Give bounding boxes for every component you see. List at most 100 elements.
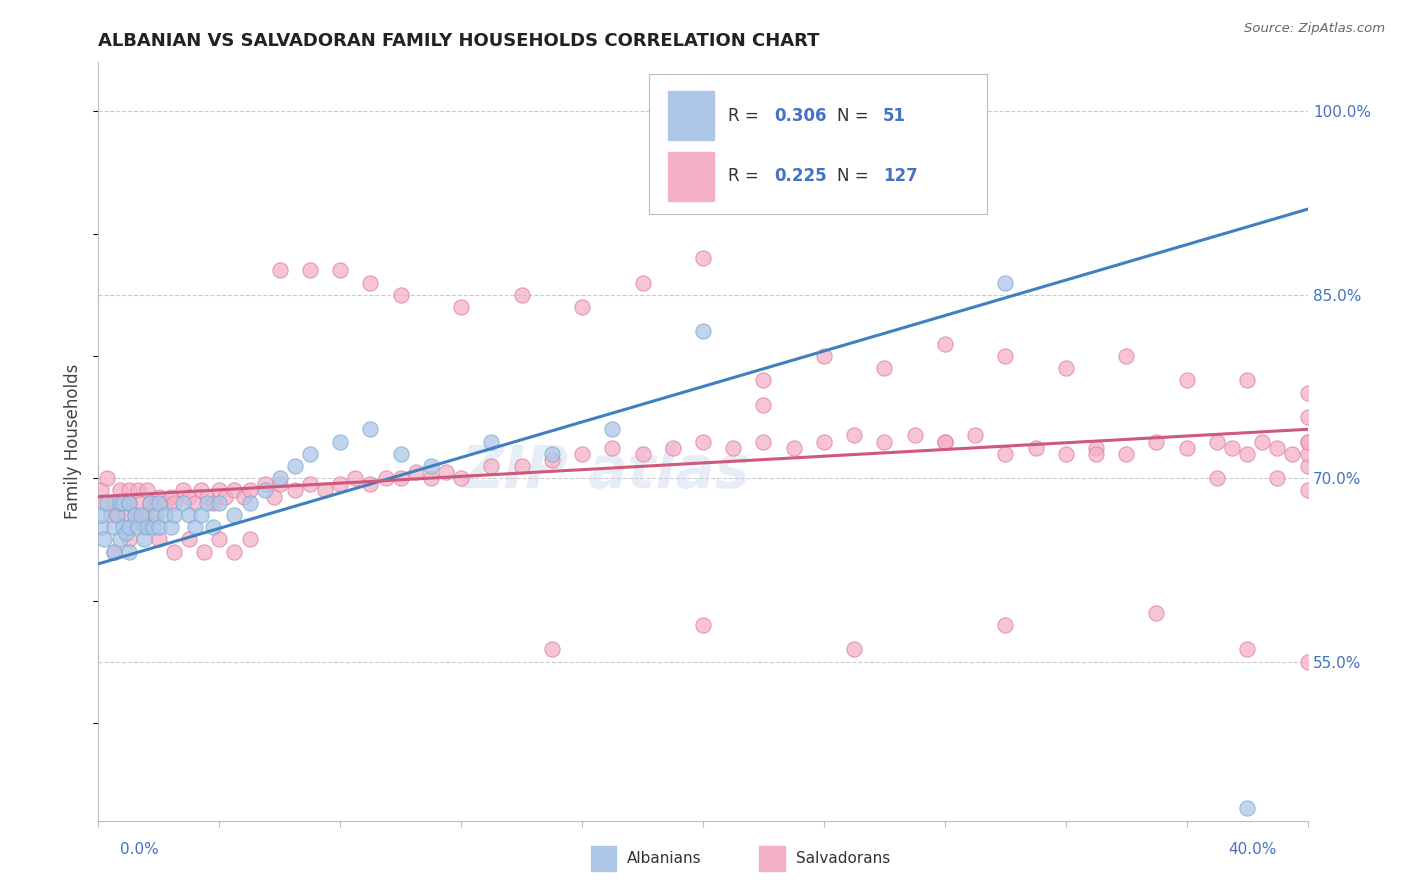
Point [148,490,170,504]
Point [208,496,231,510]
Point [239,533,262,547]
Point [1144,434,1167,449]
Point [1236,447,1258,461]
Point [163,508,186,522]
Point [1085,447,1108,461]
Point [172,483,194,498]
Point [269,263,291,277]
Point [1267,441,1289,455]
Point [108,533,131,547]
Text: ALBANIAN VS SALVADORAN FAMILY HOUSEHOLDS CORRELATION CHART: ALBANIAN VS SALVADORAN FAMILY HOUSEHOLDS… [98,32,820,50]
Point [103,544,125,558]
Point [208,483,231,498]
FancyBboxPatch shape [668,91,714,140]
Point [450,300,472,314]
Point [783,441,806,455]
Point [540,453,562,467]
Point [148,533,170,547]
Point [329,434,352,449]
Point [142,508,165,522]
Point [1220,441,1243,455]
Point [163,544,186,558]
Point [571,447,593,461]
Point [434,465,457,479]
Point [129,496,152,510]
Point [631,276,654,290]
Point [232,490,254,504]
Point [1144,606,1167,620]
Point [934,434,956,449]
Point [1296,483,1319,498]
Point [139,496,162,510]
Point [481,434,503,449]
Point [224,544,246,558]
Point [96,496,118,510]
Point [93,496,115,510]
Point [253,477,276,491]
Point [153,508,176,522]
Point [692,618,714,632]
Point [329,477,352,491]
Point [111,496,134,510]
Point [1296,385,1319,400]
Point [934,434,956,449]
Point [844,642,866,657]
Point [127,483,149,498]
FancyBboxPatch shape [648,74,987,214]
Point [111,520,134,534]
Point [360,276,382,290]
Point [389,471,412,485]
Point [90,508,112,522]
Point [124,508,146,522]
Point [263,490,285,504]
Point [631,447,654,461]
Point [360,477,382,491]
Point [510,287,533,301]
Point [661,441,683,455]
Point [127,520,149,534]
Point [450,471,472,485]
Point [813,434,835,449]
Text: 127: 127 [883,167,918,186]
Text: Source: ZipAtlas.com: Source: ZipAtlas.com [1244,22,1385,36]
Point [105,508,128,522]
Point [813,349,835,363]
Point [420,471,443,485]
Point [179,533,201,547]
Point [135,483,157,498]
Point [190,483,212,498]
Point [103,496,125,510]
Point [752,434,775,449]
Point [195,496,218,510]
Point [145,508,167,522]
Point [142,520,165,534]
Point [184,496,207,510]
Point [139,496,162,510]
Point [1267,471,1289,485]
Point [100,508,122,522]
Point [1296,410,1319,425]
Point [114,508,136,522]
Point [389,287,412,301]
Point [105,508,128,522]
Point [873,434,896,449]
Point [1296,458,1319,473]
Point [135,520,157,534]
Point [132,508,155,522]
Point [269,471,291,485]
Point [90,483,112,498]
Point [723,441,745,455]
Point [1296,434,1319,449]
Point [1115,349,1137,363]
Point [965,428,987,442]
Point [1281,447,1303,461]
Point [1296,447,1319,461]
Point [405,465,427,479]
Point [1296,434,1319,449]
Point [1206,434,1229,449]
Point [179,490,201,504]
Point [602,441,624,455]
Point [118,496,141,510]
Point [148,520,170,534]
Text: R =: R = [728,167,765,186]
